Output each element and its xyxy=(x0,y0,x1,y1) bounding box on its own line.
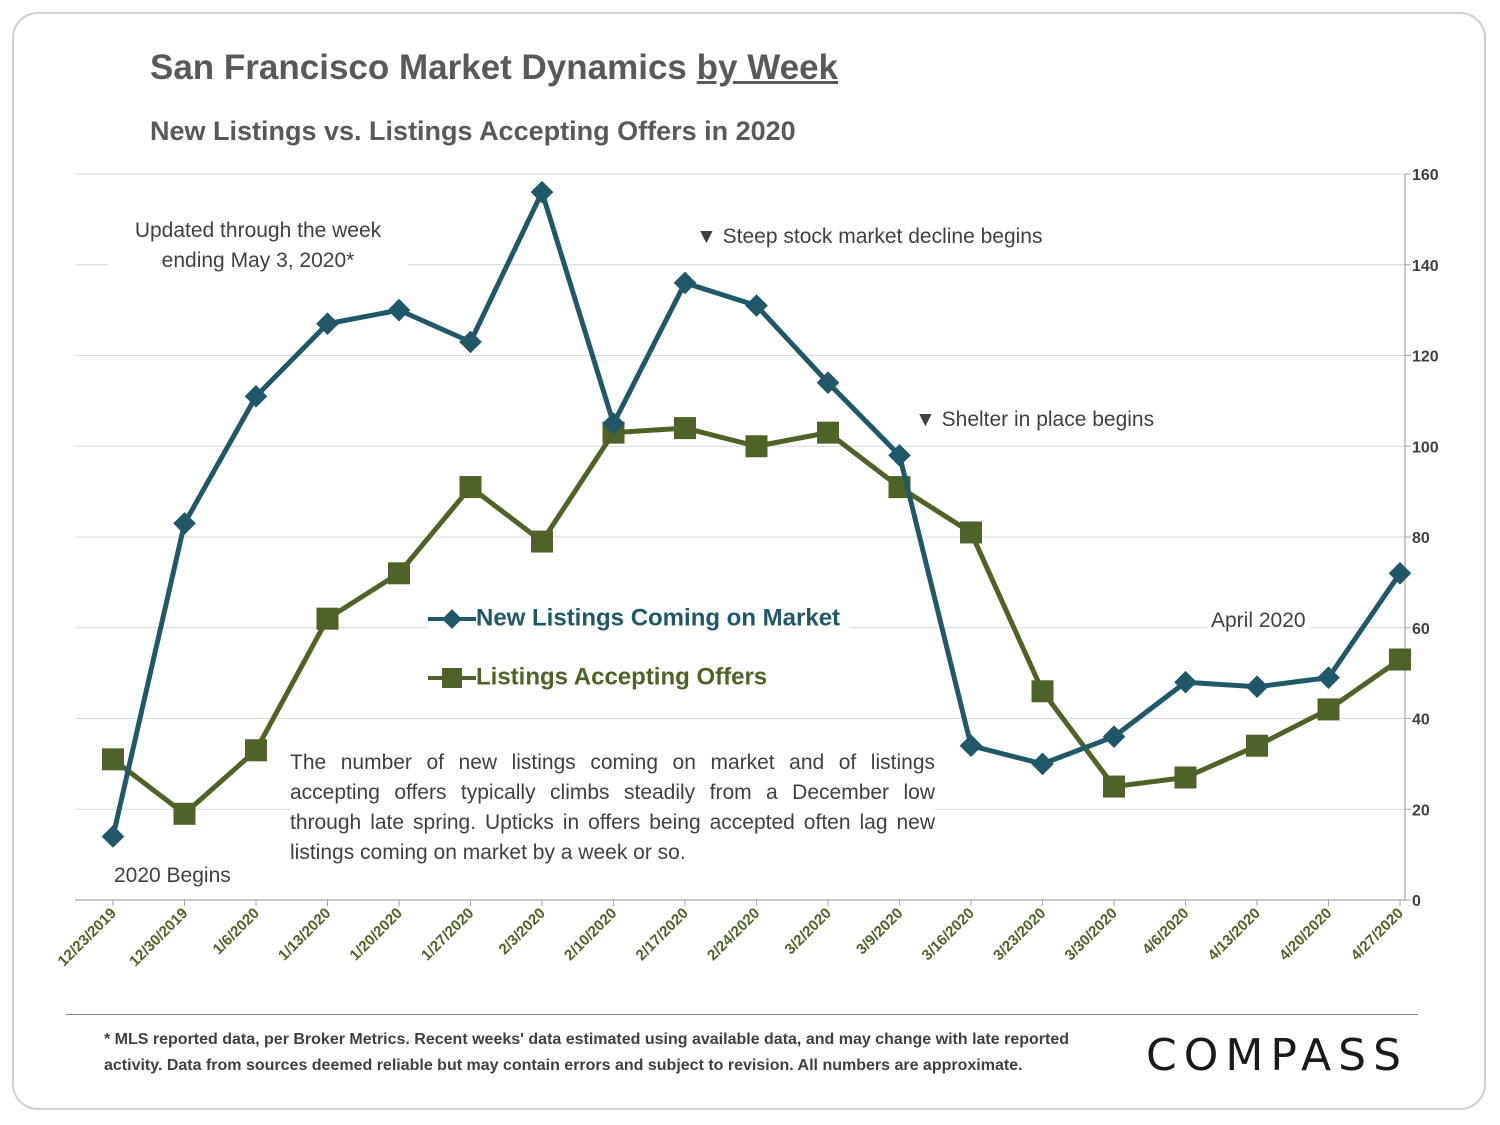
data-point-diamond xyxy=(816,371,840,395)
update-note: Updated through the week ending May 3, 2… xyxy=(108,216,408,276)
data-point-diamond xyxy=(745,294,768,317)
x-tick-label: 3/2/2020 xyxy=(782,905,835,958)
x-tick-label: 1/6/2020 xyxy=(210,905,263,958)
x-tick-label: 2/24/2020 xyxy=(704,905,763,964)
data-point-square xyxy=(102,748,124,771)
data-point-square xyxy=(245,739,267,762)
y-tick-label: 160 xyxy=(1412,167,1439,184)
data-point-square xyxy=(817,421,839,444)
data-point-square xyxy=(1246,734,1268,757)
chart-subtitle: New Listings vs. Listings Accepting Offe… xyxy=(150,116,796,146)
y-tick-label: 120 xyxy=(1412,349,1439,366)
y-tick-label: 0 xyxy=(1412,893,1421,910)
x-tick-label: 3/9/2020 xyxy=(853,905,906,958)
x-tick-label: 12/23/2019 xyxy=(55,905,120,970)
data-point-diamond xyxy=(888,444,911,467)
data-point-diamond xyxy=(530,180,554,204)
annotation-stock-decline: ▼ Steep stock market decline begins xyxy=(692,225,1047,249)
y-tick-label: 40 xyxy=(1412,712,1430,729)
legend-item-new-listings: New Listings Coming on Market xyxy=(428,604,851,634)
footnote: * MLS reported data, per Broker Metrics.… xyxy=(104,1031,1069,1074)
data-point-square xyxy=(960,521,982,544)
data-point-square xyxy=(388,562,410,585)
compass-logo: COMPASS xyxy=(1146,1030,1408,1081)
x-tick-label: 2/3/2020 xyxy=(496,905,549,958)
data-point-diamond xyxy=(1245,675,1269,699)
data-point-square xyxy=(745,435,768,458)
y-tick-label: 60 xyxy=(1412,621,1430,638)
x-tick-label: 4/20/2020 xyxy=(1276,905,1335,964)
y-tick-label: 20 xyxy=(1412,802,1430,819)
data-point-square xyxy=(1174,766,1197,789)
x-tick-label: 1/20/2020 xyxy=(347,905,406,964)
title-emphasis: by Week xyxy=(696,48,839,87)
x-tick-label: 4/13/2020 xyxy=(1205,905,1264,964)
x-tick-label: 3/16/2020 xyxy=(919,905,978,964)
data-point-diamond xyxy=(316,312,339,336)
y-tick-label: 140 xyxy=(1412,258,1439,275)
data-point-diamond xyxy=(387,298,411,322)
chart-title: San Francisco Market Dynamics by Week xyxy=(150,48,839,87)
data-point-diamond xyxy=(101,825,125,848)
data-point-square xyxy=(1389,648,1411,671)
data-point-diamond xyxy=(459,330,482,354)
data-point-diamond xyxy=(1317,666,1340,689)
data-point-square xyxy=(316,607,339,630)
x-tick-label: 2/17/2020 xyxy=(633,905,692,964)
data-point-square xyxy=(1317,698,1340,721)
data-point-diamond xyxy=(1174,670,1197,694)
legend-diamond-icon xyxy=(428,609,476,629)
x-tick-label: 2/10/2020 xyxy=(561,905,620,964)
annotation-shelter-in-place: ▼ Shelter in place begins xyxy=(911,408,1159,432)
legend-square-icon xyxy=(428,668,476,688)
x-tick-label: 3/23/2020 xyxy=(990,905,1049,964)
data-point-diamond xyxy=(1388,561,1412,585)
series-line xyxy=(110,189,1403,838)
data-point-square xyxy=(459,476,482,499)
footer-rule xyxy=(66,1014,1418,1015)
annotation-april-2020: April 2020 xyxy=(1207,609,1310,633)
data-point-diamond xyxy=(673,271,697,295)
x-tick-label: 12/30/2019 xyxy=(126,905,191,970)
data-point-square xyxy=(531,530,553,553)
data-point-diamond xyxy=(1031,752,1054,776)
data-point-diamond xyxy=(602,412,625,435)
down-triangle-icon: ▼ xyxy=(915,408,936,431)
data-point-square xyxy=(674,417,696,440)
data-point-square xyxy=(173,802,196,825)
x-tick-label: 3/30/2020 xyxy=(1062,905,1121,964)
y-tick-label: 100 xyxy=(1412,439,1439,456)
slide-frame xyxy=(12,12,1486,1110)
x-tick-label: 4/27/2020 xyxy=(1348,905,1407,964)
data-point-diamond xyxy=(1102,725,1126,748)
x-tick-label: 1/27/2020 xyxy=(418,905,477,964)
annotation-2020-begins: 2020 Begins xyxy=(110,864,235,888)
data-point-diamond xyxy=(173,512,196,535)
legend-item-accepting-offers: Listings Accepting Offers xyxy=(428,663,778,693)
x-tick-label: 1/13/2020 xyxy=(275,905,334,964)
y-tick-label: 80 xyxy=(1412,530,1430,547)
data-point-square xyxy=(1031,680,1054,703)
down-triangle-icon: ▼ xyxy=(696,225,717,248)
data-point-diamond xyxy=(959,734,983,758)
x-tick-label: 4/6/2020 xyxy=(1139,905,1192,958)
chart-description: The number of new listings coming on mar… xyxy=(290,748,935,868)
data-point-square xyxy=(1103,775,1125,798)
